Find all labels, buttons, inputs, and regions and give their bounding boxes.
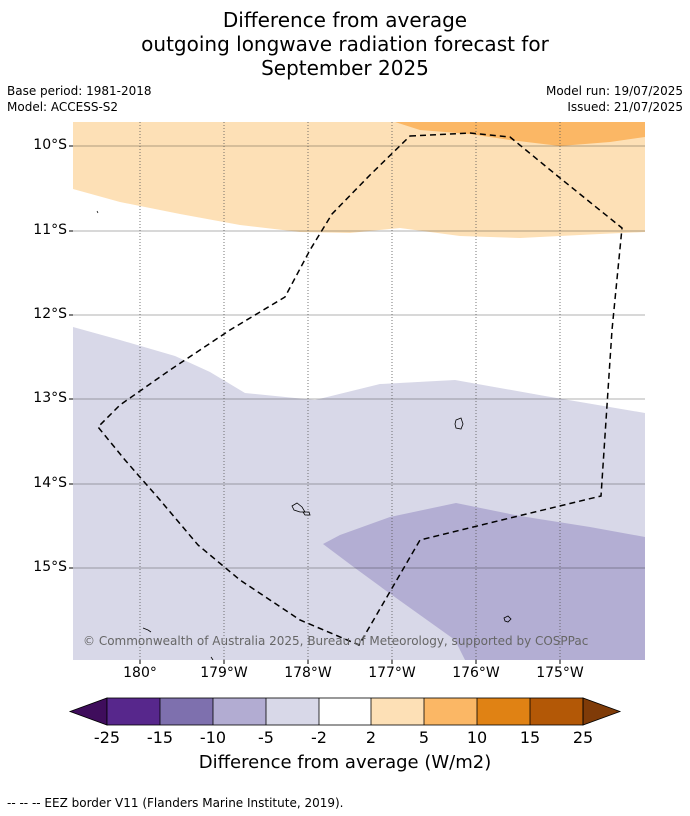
eez-legend-note: -- -- -- EEZ border V11 (Flanders Marine… — [7, 796, 344, 810]
lat-label-10s: 10°S — [33, 137, 67, 153]
lon-label-179w: 179°W — [200, 665, 248, 681]
colorbar-tick-label: 5 — [418, 728, 430, 747]
contour-positive-2-5 — [73, 122, 645, 238]
title-line-2: outgoing longwave radiation forecast for — [141, 32, 549, 56]
colorbar-tick-label: 15 — [519, 728, 541, 747]
base-period: Base period: 1981-2018 — [7, 84, 152, 98]
colorbar-bin-7 — [424, 698, 477, 725]
colorbar-tick-label: 10 — [466, 728, 488, 747]
colorbar-bin-2 — [160, 698, 213, 725]
colorbar-bin-9 — [530, 698, 583, 725]
meta-left: Base period: 1981-2018 Model: ACCESS-S2 — [7, 83, 152, 115]
title-line-1: Difference from average — [222, 8, 468, 32]
lat-label-14s: 14°S — [33, 475, 67, 491]
colorbar-extend-high — [582, 697, 622, 726]
model-run: Model run: 19/07/2025 — [545, 84, 683, 98]
chart-title: Difference from average outgoing longwav… — [0, 8, 690, 80]
lat-tick-marks — [69, 145, 73, 569]
lon-label-178w: 178°W — [284, 665, 332, 681]
island-4 — [503, 615, 512, 623]
latitude-gridlines — [73, 145, 645, 569]
island-3 — [302, 511, 311, 516]
lat-label-15s: 15°S — [33, 559, 67, 575]
colorbar-tick-label: -15 — [146, 728, 174, 747]
contour-negative-10-5 — [323, 503, 645, 660]
lon-tick-marks — [139, 660, 561, 664]
eez-border — [96, 132, 623, 646]
lat-label-12s: 12°S — [33, 306, 67, 322]
colorbar-tick-label: 2 — [365, 728, 377, 747]
colorbar-extend-low — [68, 697, 108, 726]
colorbar-bin-8 — [477, 698, 530, 725]
colorbar — [68, 697, 622, 726]
island-1 — [454, 417, 464, 430]
island-5 — [142, 627, 152, 633]
contour-positive-5-10 — [395, 122, 645, 146]
island-7 — [210, 656, 214, 660]
colorbar-tick-label: -25 — [93, 728, 121, 747]
colorbar-bin-5 — [319, 698, 371, 725]
colorbar-frame — [106, 697, 584, 726]
lat-label-11s: 11°S — [33, 222, 67, 238]
colorbar-tick-label: 25 — [572, 728, 594, 747]
lat-label-13s: 13°S — [33, 390, 67, 406]
lon-label-176w: 176°W — [452, 665, 500, 681]
colorbar-bin-4 — [266, 698, 319, 725]
lon-label-177w: 177°W — [368, 665, 416, 681]
island-6 — [96, 210, 99, 214]
colorbar-tick-label: -5 — [258, 728, 274, 747]
colorbar-bin-6 — [371, 698, 424, 725]
lon-label-175w: 175°W — [536, 665, 584, 681]
map-area: © Commonwealth of Australia 2025, Bureau… — [73, 122, 645, 660]
colorbar-tick-label: -2 — [311, 728, 327, 747]
colorbar-bin-3 — [213, 698, 266, 725]
issued-date: Issued: 21/07/2025 — [567, 100, 683, 114]
copyright-notice: © Commonwealth of Australia 2025, Bureau… — [83, 634, 588, 648]
lon-label-180: 180° — [123, 665, 157, 681]
title-line-3: September 2025 — [261, 56, 429, 80]
colorbar-label: Difference from average (W/m2) — [198, 752, 492, 773]
meta-right: Model run: 19/07/2025 Issued: 21/07/2025 — [546, 83, 683, 115]
colorbar-tick-label: -10 — [199, 728, 227, 747]
colorbar-bin-1 — [107, 698, 160, 725]
model-name: Model: ACCESS-S2 — [7, 100, 119, 114]
